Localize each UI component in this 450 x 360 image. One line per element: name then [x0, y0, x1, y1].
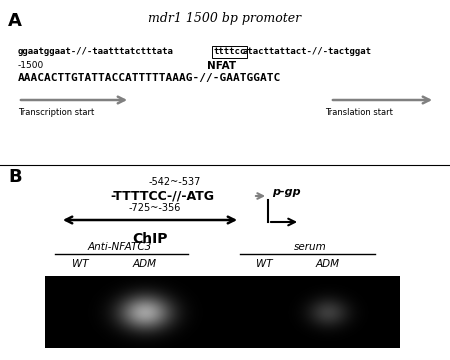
Text: -542~-537: -542~-537	[149, 177, 201, 187]
Text: NFAT: NFAT	[207, 61, 237, 71]
Text: ttttcc: ttttcc	[213, 48, 245, 57]
Text: p-gp: p-gp	[272, 187, 301, 197]
Text: Anti-NFATC3: Anti-NFATC3	[88, 242, 152, 252]
Text: ADM: ADM	[316, 259, 340, 269]
Text: ChIP: ChIP	[132, 232, 168, 246]
Text: WT: WT	[72, 259, 88, 269]
Text: -725~-356: -725~-356	[129, 203, 181, 213]
Text: -TTTTCC-//-ATG: -TTTTCC-//-ATG	[110, 189, 214, 202]
Text: AAACACTTGTATTACCATTTTTAAAG-//-GAATGGATC: AAACACTTGTATTACCATTTTTAAAG-//-GAATGGATC	[18, 73, 281, 83]
Text: serum: serum	[293, 242, 326, 252]
Text: ADM: ADM	[133, 259, 157, 269]
Text: Transcription start: Transcription start	[18, 108, 94, 117]
Text: mdr1 1500 bp promoter: mdr1 1500 bp promoter	[148, 12, 302, 25]
Text: -1500: -1500	[18, 62, 44, 71]
Text: WT: WT	[256, 259, 272, 269]
Text: atacttattact-//-tactggat: atacttattact-//-tactggat	[243, 48, 372, 57]
Text: B: B	[8, 168, 22, 186]
Text: ggaatggaat-//-taatttatctttata: ggaatggaat-//-taatttatctttata	[18, 48, 174, 57]
Text: Translation start: Translation start	[325, 108, 393, 117]
Text: A: A	[8, 12, 22, 30]
